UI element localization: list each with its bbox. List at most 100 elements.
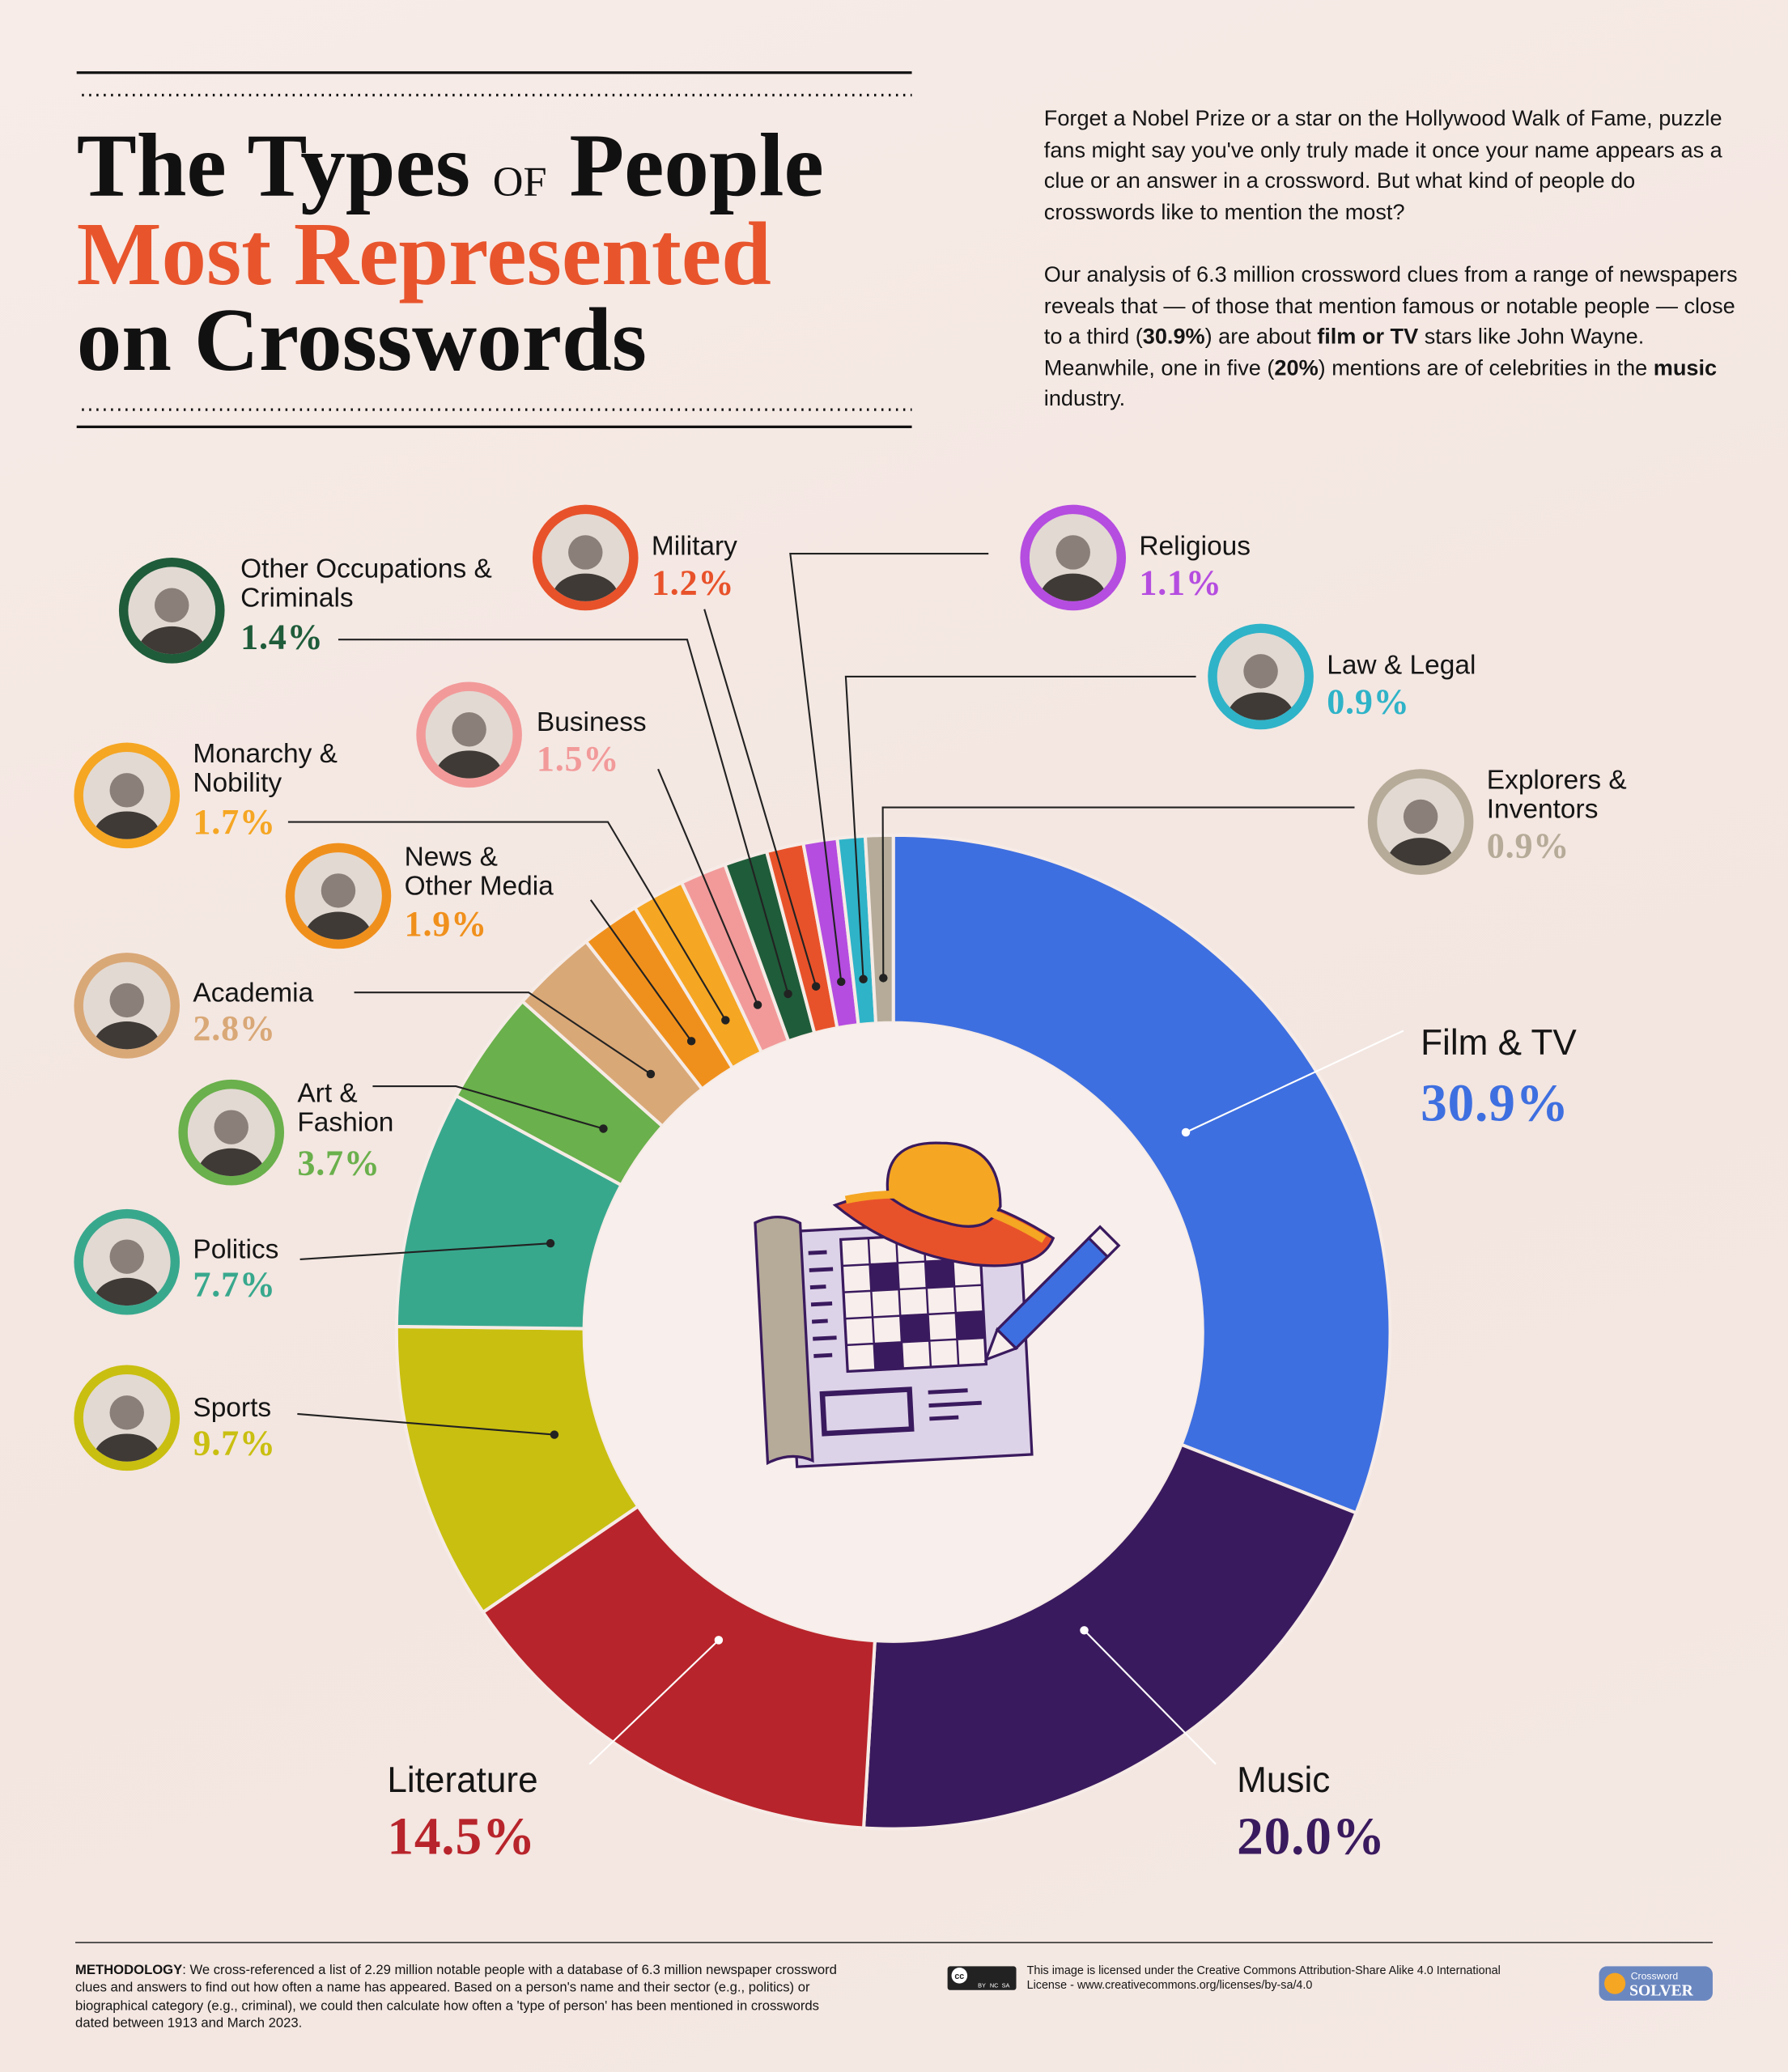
leader-line	[354, 991, 652, 1075]
methodology: METHODOLOGY: We cross-referenced a list …	[75, 1963, 848, 2033]
category-label: Law & Legal	[1327, 649, 1476, 681]
portrait-body	[93, 811, 160, 839]
logo-text: Crossword	[1631, 1971, 1679, 1982]
hat-rim	[844, 1190, 1047, 1243]
value-label: 1.5%	[536, 738, 620, 779]
portrait-head	[155, 588, 189, 622]
value-label: 3.7%	[297, 1143, 380, 1183]
cc-badge: cc BY NC SA	[947, 1966, 1017, 1990]
intro-run: ) are about	[1204, 324, 1318, 350]
intro-run: stars like John Wayne. Meanwhile, one in…	[1043, 324, 1645, 380]
icon-portrait	[93, 1239, 160, 1306]
portrait-body	[93, 1277, 160, 1306]
leader-dot	[599, 1124, 608, 1133]
portrait-head	[321, 873, 356, 908]
leader-dot	[686, 1037, 696, 1046]
pencil-end	[1086, 1225, 1121, 1259]
leader-line	[297, 1412, 554, 1436]
title-part: People	[569, 117, 823, 216]
icon-portrait	[305, 873, 372, 940]
title-line2: Most Represented	[77, 205, 771, 304]
donut	[394, 833, 1392, 1831]
portrait-body	[435, 750, 503, 779]
category-label: Military	[651, 530, 737, 562]
leader-line	[589, 899, 692, 1042]
title-line3: on Crosswords	[77, 291, 647, 390]
hat	[832, 1141, 1055, 1267]
intro-run: music	[1653, 355, 1718, 380]
value-label: 7.7%	[193, 1264, 276, 1305]
category-label: Monarchy & Nobility	[193, 737, 338, 799]
leader-dot	[811, 982, 821, 991]
portrait-body	[93, 1021, 160, 1050]
intro-run: 30.9%	[1142, 324, 1205, 350]
category-label: Business	[536, 706, 647, 737]
value-label: 14.5%	[387, 1806, 537, 1866]
value-label: 20.0%	[1237, 1806, 1386, 1866]
value-label: 2.8%	[193, 1008, 276, 1048]
category-label: Music	[1237, 1760, 1331, 1800]
illustration	[584, 1022, 1203, 1641]
icon-portrait	[197, 1110, 265, 1177]
badge-text: NC	[990, 1982, 999, 1989]
category-label: Explorers & Inventors	[1486, 764, 1627, 825]
icon-portrait	[1387, 799, 1454, 866]
title-part: The Types	[77, 117, 470, 216]
portrait-body	[552, 573, 619, 601]
leader-line	[881, 806, 1355, 979]
grid-fill	[869, 1259, 985, 1370]
leader-line	[372, 1085, 604, 1130]
intro-run: 20%	[1274, 355, 1319, 380]
portrait-body	[305, 911, 372, 940]
value-label: 1.2%	[651, 563, 735, 603]
license-text: This image is licensed under the Creativ…	[1026, 1964, 1501, 1992]
leader-line	[1083, 1629, 1217, 1765]
answer-box	[819, 1386, 915, 1437]
methodology-label: METHODOLOGY	[75, 1964, 183, 1979]
leader-dot	[837, 977, 846, 987]
icon-portrait	[93, 1395, 160, 1462]
pencil	[983, 1225, 1121, 1362]
portrait-body	[1227, 692, 1294, 720]
icon-portrait	[435, 712, 503, 779]
badge-text: BY	[978, 1982, 986, 1989]
icon-portrait	[1227, 654, 1294, 720]
page-roll	[754, 1215, 814, 1466]
portrait-head	[1403, 799, 1438, 834]
leader-dot	[646, 1069, 656, 1079]
leader-line	[287, 821, 727, 1021]
badge-cc	[951, 1968, 968, 1984]
intro-paragraph: Forget a Nobel Prize or a star on the Ho…	[1043, 105, 1722, 224]
intro-paragraph: Our analysis of 6.3 million crossword cl…	[1044, 259, 1738, 414]
logo-bg	[1599, 1966, 1713, 2001]
category-label: Politics	[193, 1233, 279, 1264]
value-label: 1.7%	[193, 802, 276, 843]
value-label: 1.4%	[240, 617, 324, 657]
logo: Crossword SOLVER	[1599, 1966, 1713, 2001]
leader-dot	[784, 989, 792, 999]
icon-portrait	[93, 773, 160, 839]
icons	[74, 504, 1474, 1471]
leader-line	[703, 609, 818, 987]
intro-run: film or TV	[1317, 324, 1419, 350]
portrait-head	[109, 983, 144, 1018]
value-label: 30.9%	[1421, 1072, 1569, 1133]
badge-text: cc	[954, 1972, 964, 1981]
leader-dot	[879, 974, 888, 983]
intro-run: Our analysis of 6.3 million crossword cl…	[1043, 261, 1738, 350]
leader-dot	[550, 1430, 559, 1439]
value-label: 1.9%	[404, 903, 488, 944]
leader-line	[844, 675, 1196, 979]
leader-dot	[714, 1636, 724, 1645]
icon-portrait	[93, 983, 160, 1050]
leader-line	[657, 768, 759, 1005]
badge-text: SA	[1002, 1982, 1010, 1989]
value-label: 0.9%	[1327, 681, 1410, 722]
clue-lines	[808, 1250, 837, 1358]
leader-line	[588, 1639, 720, 1765]
logo-mark	[1604, 1972, 1626, 1994]
icon-portrait	[552, 535, 619, 601]
portrait-body	[138, 626, 206, 655]
